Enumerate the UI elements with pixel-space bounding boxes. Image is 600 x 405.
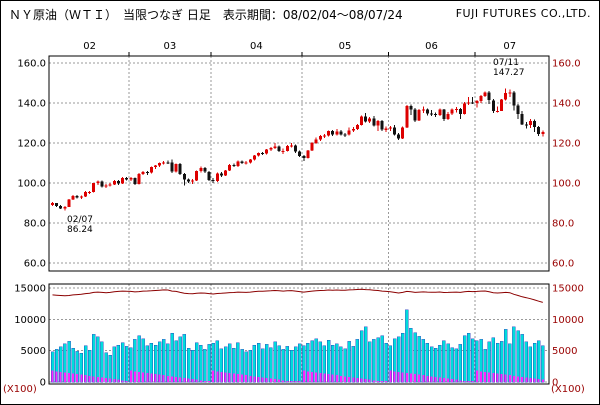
svg-text:120.0: 120.0 [552, 139, 581, 150]
svg-text:02: 02 [83, 41, 96, 52]
svg-text:10000: 10000 [552, 315, 584, 326]
price-axis-labels-right: 160.0 140.0 120.0 100.0 80.0 60.0 [552, 59, 581, 270]
svg-text:80.0: 80.0 [552, 219, 574, 230]
volume-bars [50, 309, 545, 383]
svg-text:160.0: 160.0 [17, 59, 46, 70]
svg-text:120.0: 120.0 [17, 139, 46, 150]
open-interest-line [52, 288, 543, 303]
svg-text:05: 05 [339, 41, 352, 52]
volume-axis-labels-right: 15000 10000 5000 0 [552, 284, 584, 389]
svg-text:10000: 10000 [14, 315, 46, 326]
svg-text:60.0: 60.0 [552, 259, 574, 270]
month-labels: 02 03 04 05 06 07 [83, 41, 516, 52]
svg-text:5000: 5000 [21, 346, 46, 357]
svg-text:15000: 15000 [14, 284, 46, 295]
price-gridlines [49, 62, 549, 264]
annotation-02-07: 02/07 86.24 [67, 215, 93, 235]
minor-volume-marks [51, 370, 544, 382]
svg-text:80.0: 80.0 [24, 219, 46, 230]
svg-text:140.0: 140.0 [552, 99, 581, 110]
svg-text:03: 03 [164, 41, 177, 52]
svg-text:160.0: 160.0 [552, 59, 581, 70]
svg-text:15000: 15000 [552, 284, 584, 295]
svg-text:0: 0 [552, 378, 558, 389]
month-tick-marks [128, 52, 476, 56]
svg-text:0: 0 [40, 378, 46, 389]
svg-text:04: 04 [250, 41, 263, 52]
svg-text:140.0: 140.0 [17, 99, 46, 110]
volume-axis-labels-left: 15000 10000 5000 0 [14, 284, 46, 389]
candles [51, 88, 545, 211]
price-axis-labels-left: 160.0 140.0 120.0 100.0 80.0 60.0 [17, 59, 46, 270]
volume-unit-label-left: (X100) [3, 384, 37, 395]
svg-text:100.0: 100.0 [552, 179, 581, 190]
svg-text:60.0: 60.0 [24, 259, 46, 270]
annotation-07-11: 07/11 147.27 [493, 58, 525, 78]
svg-text:06: 06 [425, 41, 438, 52]
page-title: ＮＹ原油（ＷＴＩ） 当限つなぎ 日足 表示期間：08/02/04～08/07/2… [9, 8, 403, 22]
panel-borders [48, 55, 550, 385]
svg-text:5000: 5000 [552, 346, 577, 357]
volume-unit-label-right: (X100) [551, 384, 585, 395]
svg-text:07: 07 [503, 41, 516, 52]
company-name: FUJI FUTURES CO.,LTD. [455, 7, 591, 20]
month-gridlines [128, 56, 476, 384]
svg-text:100.0: 100.0 [17, 179, 46, 190]
